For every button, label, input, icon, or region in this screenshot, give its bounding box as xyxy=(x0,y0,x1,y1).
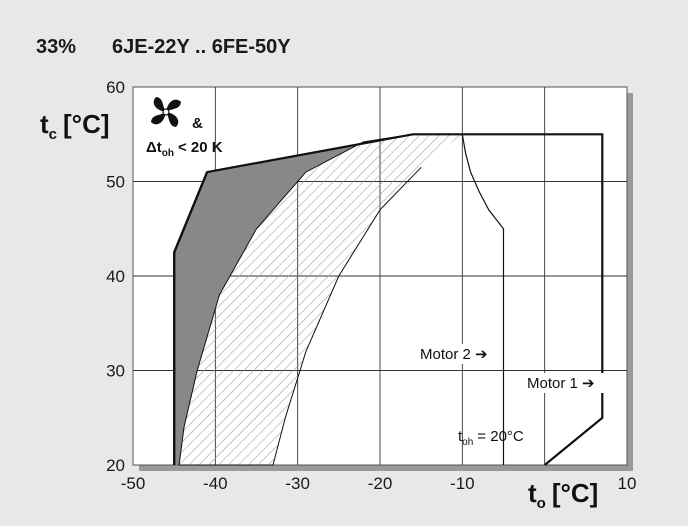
y-tick-label: 40 xyxy=(106,267,125,286)
y-tick-label: 50 xyxy=(106,173,125,192)
x-tick-label: -10 xyxy=(450,474,475,493)
motor2-line xyxy=(461,134,505,465)
text-layer: -50 -40 -30 -20 -10 10 20 30 40 50 60 tc [°C] to [°C] &… xyxy=(40,78,636,512)
y-tick-label: 30 xyxy=(106,362,125,381)
mark-layer xyxy=(173,133,604,466)
fan-hub xyxy=(162,108,170,116)
motor2-label-bg xyxy=(416,344,500,364)
fan-blade xyxy=(166,99,181,112)
x-tick-label: 10 xyxy=(618,474,637,493)
motor2-label: Motor 2 ➔ xyxy=(420,346,488,363)
y-tick-label: 20 xyxy=(106,456,125,475)
fan-blade xyxy=(151,112,166,125)
hatched-region xyxy=(179,134,463,466)
dark-region xyxy=(174,134,413,466)
chart-model-title: 6JE-22Y .. 6FE-50Y xyxy=(112,36,291,58)
fan-note-amp: & xyxy=(192,115,203,132)
motor1-label-bg xyxy=(523,373,607,393)
x-axis-label: to [°C] xyxy=(528,478,598,512)
toh-label: toh = 20°C xyxy=(458,428,524,448)
limit-curve-line xyxy=(179,166,422,466)
x-tick-label: -40 xyxy=(203,474,228,493)
x-tick-label: -20 xyxy=(368,474,393,493)
y-tick-label: 60 xyxy=(106,78,125,97)
fan-blade xyxy=(166,112,179,127)
fan-icon xyxy=(151,97,181,127)
fan-note-condition: Δtoh < 20 K xyxy=(146,139,223,159)
fan-limit-line xyxy=(173,171,209,465)
y-axis-label: tc [°C] xyxy=(40,109,110,143)
chart-percent-label: 33% xyxy=(36,36,77,58)
motor1-label: Motor 1 ➔ xyxy=(527,375,595,392)
x-tick-label: -50 xyxy=(121,474,146,493)
x-tick-label: -30 xyxy=(285,474,310,493)
fan-blade xyxy=(153,97,166,112)
